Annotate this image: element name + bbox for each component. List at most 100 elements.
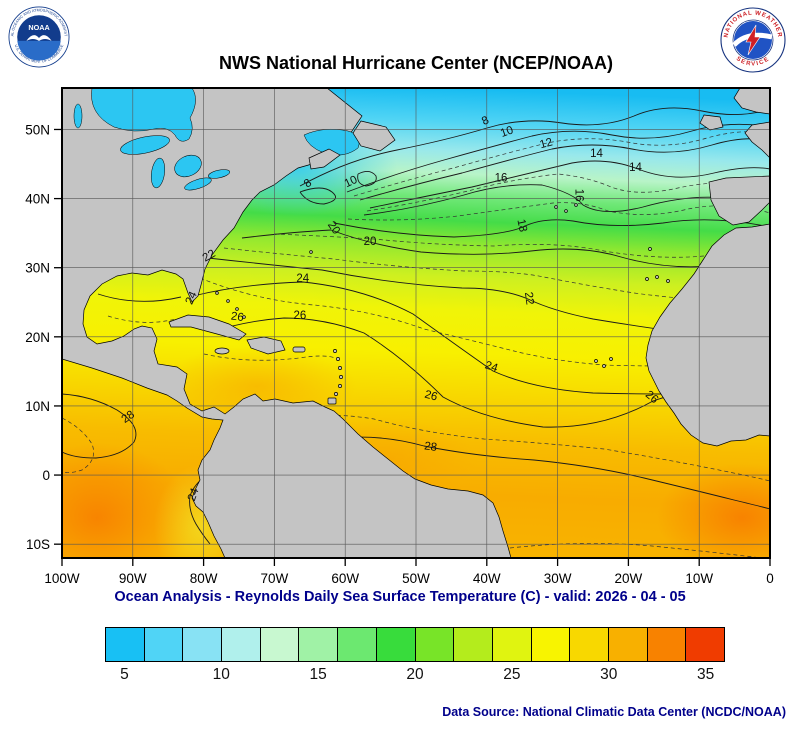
lake-winnipeg [73,103,83,129]
noaa-logo: NATIONAL OCEANIC AND ATMOSPHERIC ADMINIS… [8,6,70,68]
lon-tick-label: 70W [261,571,289,585]
isotherm-label: 24 [296,273,309,285]
isotherm-label: 10 [343,174,360,190]
isotherm-label: 18 [514,218,528,233]
colorbar-tick-label: 10 [212,666,230,683]
colorbar-segment [492,628,532,661]
island-madeira [648,247,652,251]
lake-michigan [150,157,166,189]
data-source-text: Data Source: National Climatic Data Cent… [442,705,786,719]
colorbar-segment [376,628,416,661]
lesser-antilles [327,349,343,405]
colorbar-segment [260,628,300,661]
island-bermuda [309,250,313,254]
colorbar-segment [106,628,145,661]
lon-tick-label: 50W [402,571,430,585]
colorbar-segment [415,628,455,661]
colorbar: 5 10 15 20 25 30 35 [105,627,725,690]
lat-tick-label: 10N [25,399,50,414]
colorbar-tick-label: 30 [600,666,618,683]
canary-islands [645,275,670,283]
noaa-logo-sea [17,40,61,61]
lat-tick-label: 40N [25,192,50,207]
graticule [62,88,770,558]
isotherm-label: 16 [495,172,508,184]
colorbar-segment [531,628,571,661]
cape-verde-islands [594,357,613,368]
lake-erie [184,177,212,191]
lon-tick-label: 40W [473,571,501,585]
colorbar-tick-label: 5 [120,666,129,683]
azores [554,203,578,213]
seagull-icon [26,35,52,41]
lon-tick-label: 30W [544,571,572,585]
lat-tick-label: 20N [25,330,50,345]
isotherm-label: 26 [230,310,244,324]
land-iberia [708,175,770,226]
isotherm-label: 14 [590,148,603,160]
nova-scotia [308,148,341,170]
nws-logo: NATIONAL WEATHER SERVICE [720,7,786,73]
colorbar-segments [105,627,725,662]
map-caption: Ocean Analysis - Reynolds Daily Sea Surf… [114,589,686,605]
isotherm-label: 22 [201,248,218,265]
colorbar-segment [454,628,493,661]
lon-tick-label: 20W [615,571,643,585]
colorbar-segment [144,628,184,661]
noaa-logo-wordmark: NOAA [28,23,50,32]
lon-tick-label: 10W [685,571,713,585]
isotherm-label: 16 [572,189,584,202]
page-title: NWS National Hurricane Center (NCEP/NOAA… [218,53,614,73]
hudson-bay [91,88,196,142]
island-ireland [699,114,724,131]
lat-tick-label: 10S [26,537,50,552]
lake-ontario [207,169,231,179]
colorbar-tick-labels: 5 10 15 20 25 30 35 [105,666,725,690]
isotherm-label: 20 [364,236,377,248]
lat-tick-label: 30N [25,261,50,276]
island-puerto-rico [292,346,306,353]
island-jamaica [214,347,230,355]
colorbar-segment [608,628,648,661]
isotherm-label: 14 [629,162,642,174]
colorbar-segment [570,628,609,661]
isotherm-label: 22 [522,291,536,305]
isotherm-label: 24 [483,359,499,375]
colorbar-tick-label: 20 [406,666,424,683]
lon-tick-label: 100W [44,571,80,585]
lat-tick-label: 0 [42,468,50,483]
nws-ring-text-bottom: SERVICE [735,56,771,68]
colorbar-tick-label: 35 [697,666,715,683]
colorbar-segment [183,628,223,661]
land-americas [62,88,512,558]
land-france [744,121,770,159]
lat-tick-label: 50N [25,122,50,137]
colorbar-tick-label: 15 [309,666,327,683]
isotherm-label: 24 [184,289,201,306]
land-britain [733,88,770,115]
colorbar-segment [222,628,261,661]
isotherm-label: 24 [186,486,202,503]
warm-pool-east-atlantic [657,463,770,558]
isotherm-label: 26 [293,310,306,322]
bahamas [215,291,246,319]
colorbar-segment [647,628,687,661]
lon-tick-label: 80W [190,571,218,585]
axes: 50N 40N 30N 20N 10N 0 10S 100W 90W 80W 70W 60W 50W 40… [25,122,774,585]
colorbar-tick-label: 25 [503,666,521,683]
colorbar-segment [338,628,377,661]
isotherm-label: 8 [480,114,491,128]
isotherm-label: 26 [423,389,438,404]
isotherm-label: 12 [538,136,553,151]
lightning-bolt-icon [745,24,761,56]
lon-tick-label: 0 [766,571,774,585]
colorbar-segment [686,628,724,661]
colorbar-segment [299,628,339,661]
lon-tick-label: 60W [331,571,359,585]
isotherm-label: 10 [499,124,515,140]
lake-huron [174,154,202,178]
